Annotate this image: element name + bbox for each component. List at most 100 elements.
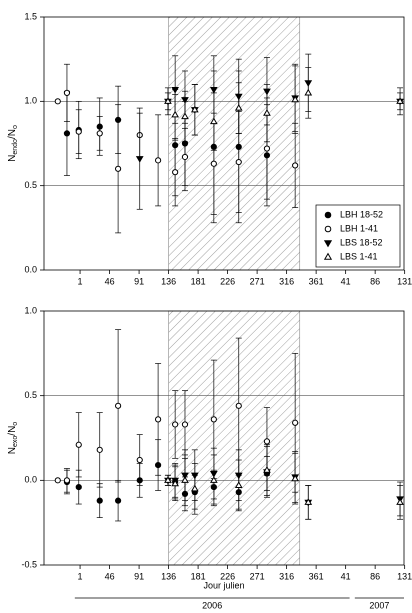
x-tick-label: 226 (220, 571, 235, 581)
x-tick-label: 136 (161, 276, 176, 286)
data-point (181, 153, 189, 161)
data-point (190, 484, 199, 492)
data-point (292, 162, 299, 169)
data-point (63, 130, 71, 137)
data-point (304, 88, 313, 96)
legend-marker (324, 225, 332, 233)
y-tick-label: 0.5 (24, 390, 37, 400)
data-point (96, 497, 103, 504)
y-axis-label-part: o (12, 125, 19, 129)
x-tick-label: 1 (78, 276, 83, 286)
x-tick-label: 361 (309, 276, 324, 286)
data-point (164, 97, 172, 104)
data-point (63, 477, 71, 484)
data-point (396, 97, 404, 104)
x-tick-label: 86 (370, 571, 380, 581)
y-tick-label: 1.5 (24, 11, 37, 21)
x-tick-label: 41 (341, 571, 351, 581)
legend-label: LBH 18-52 (340, 209, 383, 219)
data-point (190, 105, 199, 113)
x-tick-label: 316 (279, 276, 294, 286)
data-point (234, 481, 243, 488)
x-tick-label: 271 (250, 571, 265, 581)
data-point (263, 438, 271, 445)
data-point (234, 103, 243, 111)
y-tick-label: 1.0 (24, 305, 37, 315)
data-point (263, 466, 271, 473)
data-point (291, 95, 300, 103)
data-point (75, 441, 82, 448)
data-point (210, 160, 217, 167)
data-point (235, 402, 242, 409)
data-point (210, 416, 217, 423)
data-point (96, 446, 103, 453)
x-tick-label: 316 (279, 571, 294, 581)
x-tick-label: 131 (397, 571, 412, 581)
data-point (154, 416, 162, 423)
data-point (114, 165, 122, 172)
y-tick-label: 0.0 (24, 264, 37, 274)
data-point (164, 476, 172, 483)
data-point (171, 110, 180, 118)
data-point (154, 157, 162, 164)
y-tick-label: -0.5 (21, 559, 37, 569)
y-axis-label-part: endo (12, 139, 19, 155)
highlight-band (168, 16, 301, 271)
x-tick-label: 131 (397, 276, 412, 286)
data-point (292, 419, 299, 426)
data-point (172, 421, 179, 428)
x-tick-label: 181 (191, 571, 206, 581)
data-point (96, 130, 103, 137)
x-tick-label: 181 (191, 276, 206, 286)
data-point (304, 498, 313, 505)
data-point (181, 112, 189, 120)
x-tick-label: 1 (78, 571, 83, 581)
period-label: 2007 (369, 600, 389, 610)
data-point (235, 158, 242, 166)
data-point (396, 498, 404, 505)
x-tick-label: 91 (134, 571, 144, 581)
data-point (263, 109, 271, 116)
x-tick-label: 46 (105, 571, 115, 581)
legend-marker (323, 252, 333, 260)
x-tick-label: 41 (341, 276, 351, 286)
y-axis-label-part: /N (7, 426, 18, 436)
plot-frame (43, 16, 405, 271)
legend-label: LBH 1-41 (340, 223, 378, 233)
data-point (75, 484, 82, 491)
data-point (114, 402, 122, 409)
data-point (209, 86, 218, 94)
y-axis-label-part: N (7, 155, 18, 162)
legend-label: LBS 18-52 (340, 237, 383, 247)
x-tick-label: 46 (105, 276, 115, 286)
y-axis-label-part: exo (12, 436, 19, 447)
x-tick-label: 226 (220, 276, 235, 286)
plot-frame (43, 310, 405, 566)
x-tick-label: 361 (309, 571, 324, 581)
data-point (291, 474, 300, 482)
data-point (54, 98, 61, 105)
period-label: 2006 (202, 600, 222, 610)
y-axis-label-part: N (7, 447, 18, 454)
data-point (263, 145, 271, 152)
y-tick-label: 1.0 (24, 96, 37, 106)
legend-marker (323, 240, 333, 248)
x-axis-label: Jour julien (203, 580, 244, 590)
x-tick-label: 136 (161, 571, 176, 581)
data-point (171, 479, 180, 487)
legend-label: LBS 1-41 (340, 251, 378, 261)
y-tick-label: 0.0 (24, 475, 37, 485)
data-point (114, 497, 122, 504)
data-point (181, 421, 189, 428)
data-point (136, 456, 143, 464)
data-point (54, 477, 61, 484)
y-axis-label-part: /N (7, 129, 18, 139)
data-point (181, 476, 189, 483)
y-axis-label-part: o (12, 422, 19, 426)
data-point (209, 117, 218, 125)
data-point (135, 156, 144, 163)
x-tick-label: 91 (134, 276, 144, 286)
y-axis-label: Nendo/No (7, 125, 19, 162)
data-point (209, 476, 218, 483)
